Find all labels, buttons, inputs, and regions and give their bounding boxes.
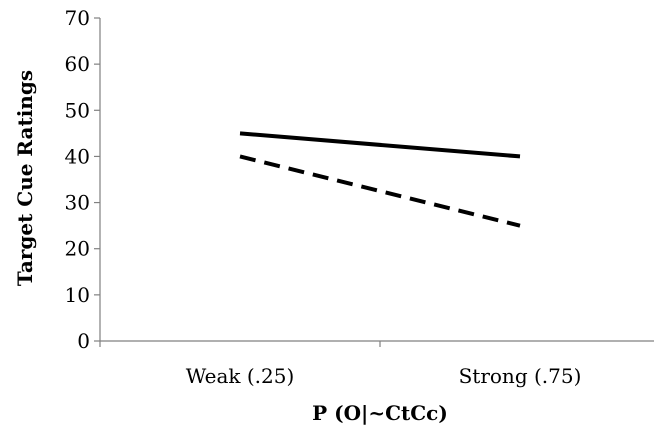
axes bbox=[99, 18, 654, 342]
y-tick-label: 20 bbox=[65, 237, 90, 261]
y-tick-label: 50 bbox=[65, 98, 90, 122]
x-axis-title: P (O|~CtCc) bbox=[312, 401, 448, 425]
x-tick-label: Strong (.75) bbox=[459, 364, 582, 388]
y-tick-label: 10 bbox=[65, 283, 90, 307]
y-tick-label: 70 bbox=[65, 6, 90, 30]
y-ticks: 0 10 20 30 40 50 60 70 bbox=[65, 6, 100, 353]
x-tick-label: Weak (.25) bbox=[186, 364, 295, 388]
series-line-solid bbox=[239, 131, 521, 159]
series-lines bbox=[239, 131, 521, 228]
y-tick-label: 30 bbox=[65, 191, 90, 215]
series-line-dashed bbox=[239, 154, 521, 228]
y-tick-label: 60 bbox=[65, 52, 90, 76]
y-tick-label: 0 bbox=[77, 329, 90, 353]
y-tick-label: 40 bbox=[65, 144, 90, 168]
x-ticks: Weak (.25) Strong (.75) bbox=[99, 341, 582, 388]
y-axis-title: Target Cue Ratings bbox=[13, 70, 37, 286]
